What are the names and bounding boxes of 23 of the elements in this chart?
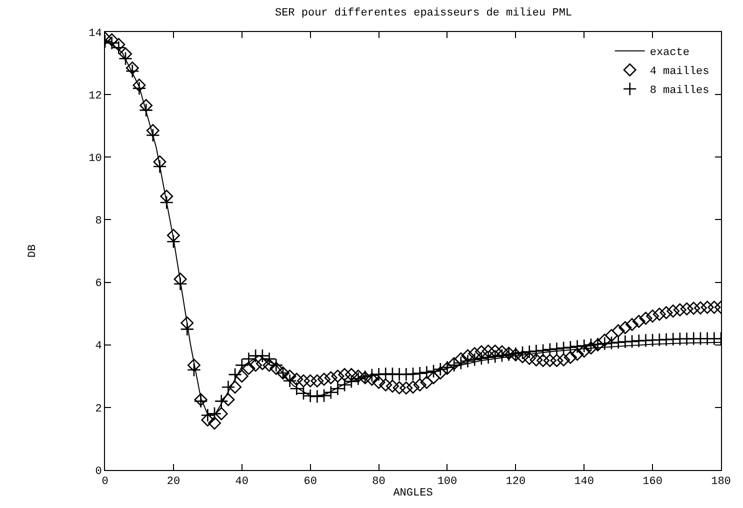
x-tick-label: 100 — [437, 476, 458, 488]
x-tick-label: 180 — [711, 476, 731, 488]
y-tick-label: 0 — [95, 466, 102, 478]
y-tick-label: 10 — [88, 152, 102, 165]
y-tick-label: 4 — [95, 340, 102, 353]
legend-label: 4 mailles — [650, 66, 710, 78]
y-tick-label: 8 — [95, 216, 102, 228]
x-tick-label: 160 — [642, 476, 662, 488]
x-tick-label: 60 — [304, 476, 317, 488]
y-tick-label: 14 — [88, 28, 102, 40]
y-tick-label: 2 — [95, 403, 102, 416]
x-tick-label: 40 — [235, 476, 248, 488]
legend-label: exacte — [650, 47, 690, 60]
x-tick-label: 140 — [574, 476, 594, 488]
x-axis-title: ANGLES — [393, 487, 434, 500]
y-axis-title: DB — [27, 244, 40, 258]
y-tick-label: 6 — [95, 278, 102, 290]
x-tick-label: 120 — [506, 476, 526, 488]
x-tick-label: 80 — [372, 476, 386, 488]
chart-title: SER pour differentes epaisseurs de milieu PML — [274, 7, 572, 20]
x-tick-label: 20 — [166, 476, 180, 488]
legend-label: 8 mailles — [650, 85, 710, 98]
y-tick-label: 12 — [88, 90, 102, 102]
